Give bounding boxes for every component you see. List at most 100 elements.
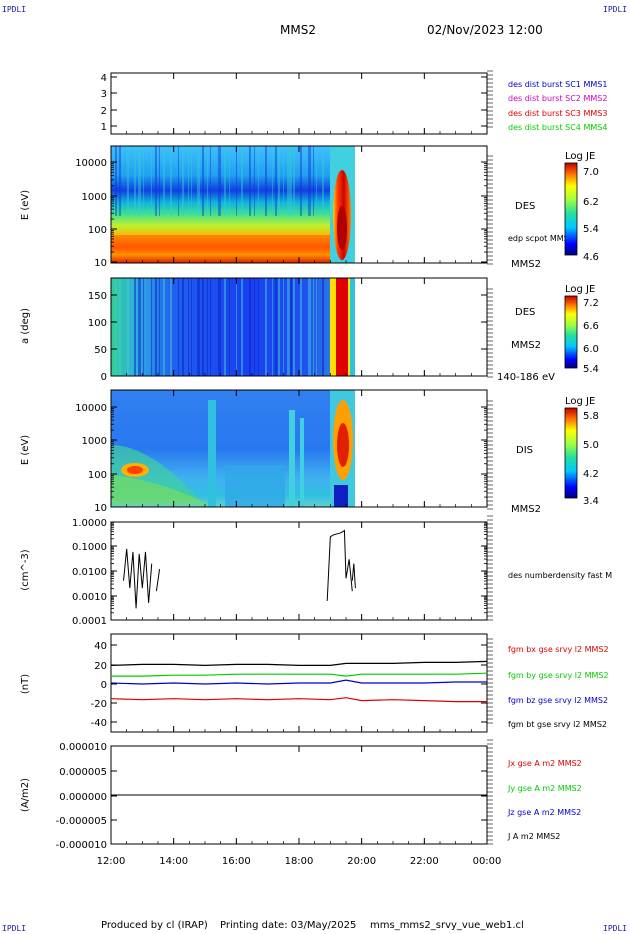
cur-legend-jz: Jz gse A m2 MMS2	[507, 808, 581, 817]
des-energy-stripe	[290, 146, 292, 216]
des-energy-stripe	[170, 146, 172, 216]
dis-energy-right-label: DIS	[516, 445, 533, 456]
x-tick-label: 22:00	[410, 856, 439, 867]
cur-legend-jx: Jx gse A m2 MMS2	[507, 759, 582, 768]
des-energy-stripe	[151, 146, 152, 216]
panel-density-ticks: 1.0000 0.1000 0.0100 0.0010 0.0001	[72, 515, 493, 627]
des-energy-stripe	[159, 146, 160, 216]
des-pitch-spectrogram	[111, 278, 355, 376]
panel-dis-energy: 10000 1000 100 10 E (eV) DIS MMS2 Log JE 5.…	[20, 389, 599, 515]
des-energy-stripe	[258, 146, 259, 216]
des-pitch-stripe	[283, 278, 284, 376]
datetime-title: 02/Nov/2023 12:00	[427, 23, 543, 37]
des-energy-right-bottom: MMS2	[511, 259, 541, 270]
des-energy-stripe	[197, 146, 200, 216]
des-energy-stripe	[229, 146, 230, 216]
des-pitch-stripe	[258, 278, 259, 376]
des-pitch-right-bottom: MMS2	[511, 340, 541, 351]
density-segment	[123, 548, 153, 609]
des-pitch-ytick-label: 0	[101, 372, 107, 383]
des-pitch-stripe	[229, 278, 230, 376]
magnetic-field-ytick-label: 40	[94, 641, 107, 652]
des-pitch-stripe	[197, 278, 200, 376]
density-ytick-label: 0.0010	[72, 592, 107, 603]
des-pitch-stripe	[275, 278, 277, 376]
des-pitch-stripe	[151, 278, 152, 376]
panel-des-pitch: 150 100 50 0 a (deg) DES MMS2 140-186 eV Lo…	[20, 277, 599, 383]
corner-label-top-right: IPDLI	[603, 5, 627, 14]
des-energy-stripe	[322, 146, 324, 216]
dis-energy-ytick-label: 10000	[75, 403, 107, 414]
des-energy-stripe	[272, 146, 273, 216]
current-density-ytick-label: 0.000005	[59, 767, 107, 778]
des-pitch-stripe	[163, 278, 165, 376]
des-pitch-stripe	[127, 278, 129, 376]
dis-energy-cb-tick-0: 5.8	[583, 411, 599, 422]
density-ytick-label: 1.0000	[72, 518, 107, 529]
des-pitch-ytick-label: 50	[94, 345, 107, 356]
x-tick-label: 16:00	[222, 856, 251, 867]
des-pitch-stripe	[241, 278, 243, 376]
des-energy-ytick-label: 10000	[75, 158, 107, 169]
dis-energy-right-bottom: MMS2	[511, 504, 541, 515]
des-pitch-stripe	[134, 278, 136, 376]
des-energy-stripe	[265, 146, 267, 216]
des-pitch-ytick-label: 100	[88, 318, 107, 329]
magnetic-field-ytick-label: 0	[101, 680, 107, 691]
magnetic-field-series	[110, 660, 488, 703]
mag-legend-bz: fgm bz gse srvy l2 MMS2	[508, 696, 608, 705]
des-pitch-event-hot	[336, 278, 348, 376]
magnetic-field-ylabel: (nT)	[20, 674, 31, 694]
density-segment	[155, 569, 161, 592]
des-pitch-stripe	[287, 278, 290, 376]
footer-produced-by: Produced by cl (IRAP)	[101, 920, 208, 931]
des-energy-stripe	[254, 146, 255, 216]
des-pitch-stripe	[143, 278, 144, 376]
mag-series-line	[110, 660, 488, 667]
des-pitch-stripe	[202, 278, 204, 376]
dis-energy-cb-tick-3: 3.4	[583, 496, 599, 507]
burst-ytick-label: 4	[101, 73, 107, 84]
dis-energy-ytick-label: 100	[88, 470, 107, 481]
burst-ytick-label: 2	[101, 106, 107, 117]
des-energy-cb-tick-1: 6.2	[583, 197, 599, 208]
des-energy-stripe	[236, 146, 237, 216]
des-energy-stripe	[182, 146, 184, 216]
des-pitch-stripe	[236, 278, 237, 376]
spacecraft-title: MMS2	[280, 23, 316, 37]
des-energy-ytick-label: 10	[94, 258, 107, 269]
des-energy-stripe	[178, 146, 179, 216]
des-pitch-stripe	[182, 278, 184, 376]
footer-product: mms_mms2_srvy_vue_web1.cl	[370, 920, 524, 931]
des-pitch-stripe	[115, 278, 117, 376]
des-energy-stripe	[202, 146, 204, 216]
density-ylabel: (cm^-3)	[20, 549, 31, 590]
panel-des-pitch-ticks: 150 100 50 0	[88, 288, 493, 383]
des-pitch-stripe	[155, 278, 157, 376]
density-ytick-label: 0.0100	[72, 567, 107, 578]
des-pitch-stripe	[170, 278, 172, 376]
des-energy-stripe	[188, 146, 189, 216]
dis-energy-colorbar: Log JE 5.8 5.0 4.2 3.4	[564, 396, 599, 507]
des-pitch-stripe	[290, 278, 292, 376]
des-energy-stripe	[241, 146, 243, 216]
des-pitch-stripe	[178, 278, 179, 376]
des-pitch-stripe	[138, 278, 141, 376]
mag-series-line	[111, 672, 488, 677]
des-energy-cb-tick-2: 5.4	[583, 224, 599, 235]
des-energy-colorbar: Log JE 7.0 6.2 5.4 4.6	[564, 151, 599, 263]
des-pitch-stripe	[207, 278, 208, 376]
des-energy-event-core	[337, 206, 347, 250]
dis-energy-event-core	[337, 423, 349, 467]
panel-magnetic-field-ticks: 40 20 0 -20 -40	[91, 638, 493, 729]
burst-ytick-label: 1	[101, 122, 107, 133]
dis-energy-ylabel: E (eV)	[20, 435, 31, 465]
dis-energy-ion-core	[127, 466, 143, 474]
des-pitch-stripe	[119, 278, 121, 376]
des-pitch-cb-tick-1: 6.6	[583, 321, 599, 332]
dis-energy-ytick-label: 1000	[82, 436, 107, 447]
mag-legend-by: fgm by gse srvy l2 MMS2	[508, 671, 609, 680]
des-energy-stripe	[249, 146, 251, 216]
current-density-ytick-label: 0.000010	[59, 742, 107, 753]
des-energy-stripe	[119, 146, 121, 216]
